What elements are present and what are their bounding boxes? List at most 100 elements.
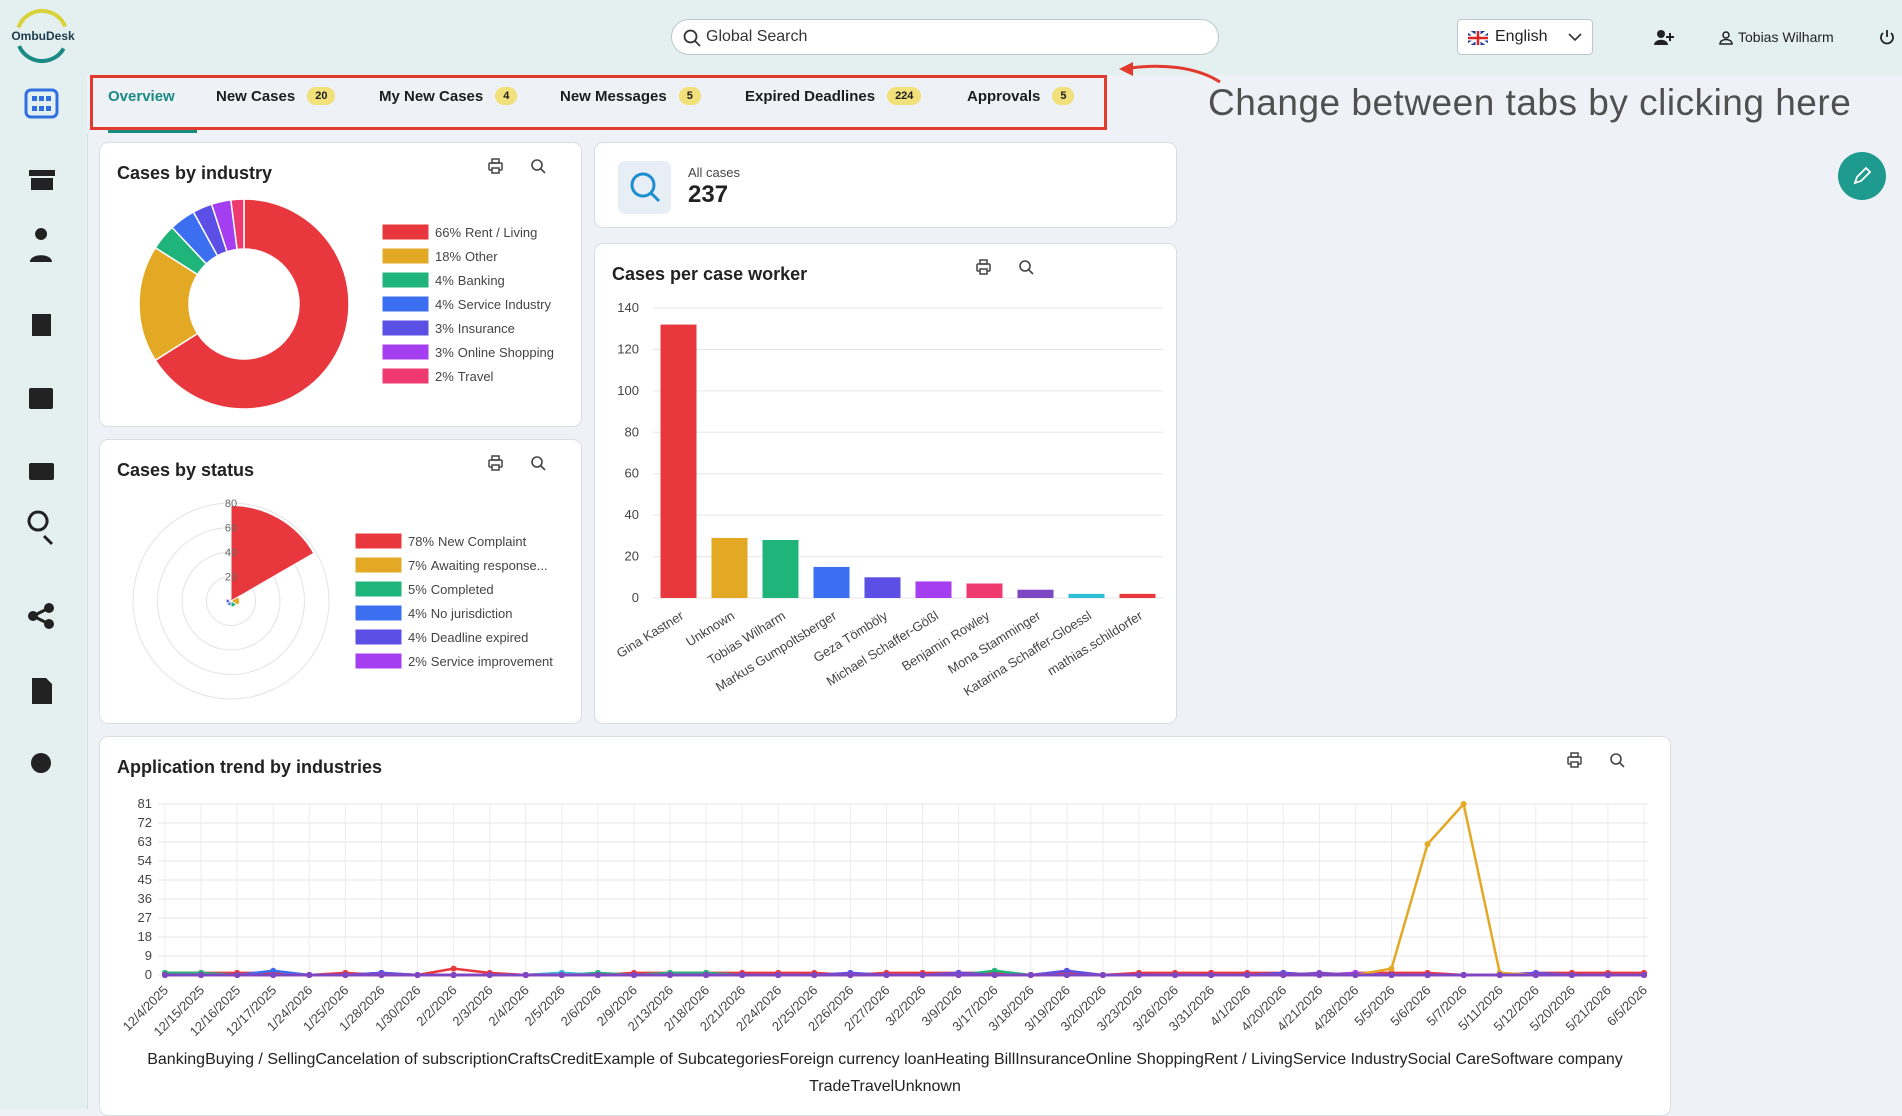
legend-swatch [355,533,402,549]
tab[interactable]: Overview [108,88,197,133]
chevron [1568,33,1582,42]
nav-archive[interactable] [29,170,55,190]
tab[interactable]: Expired Deadlines 224 [745,87,922,128]
line-point [1172,972,1179,978]
bar [1068,593,1105,598]
legend-label: 4% Banking [435,273,505,288]
line-point [1424,972,1431,978]
logo-arc [14,9,69,63]
zoom-button[interactable] [1610,753,1625,768]
legend-swatch [382,344,429,360]
y-tick-label: 0 [632,590,639,605]
add-user-icon[interactable] [1654,29,1674,47]
logo-arc [14,8,69,63]
line-point [1135,972,1142,978]
line-point [667,972,674,978]
legend-category: Completed [431,582,494,597]
user-name[interactable]: Tobias Wilharm [1738,29,1834,45]
global-search[interactable]: Global Search [671,19,1219,55]
line-point [1027,972,1034,978]
logout-icon[interactable] [1879,29,1895,45]
nav-documents[interactable] [32,678,52,704]
language-select[interactable]: English [1457,19,1593,55]
print-icon [979,259,988,265]
line-point [270,972,277,978]
legend-label: 4% Service Industry [435,297,551,312]
tab[interactable]: New Cases 20 [216,87,336,128]
chart: 09182736455463728112/4/202512/15/202512/… [120,752,1650,1039]
legend-swatch [382,224,429,240]
y-tick-label: 20 [625,549,639,564]
doughnut-slice [154,198,350,410]
legend-category: No jurisdiction [431,606,513,621]
bar [1017,589,1054,598]
tab-label: Overview [108,88,175,105]
nav-calendar[interactable] [29,388,53,409]
nav-companies[interactable] [32,314,51,336]
legend-item: Travel [850,1078,894,1096]
legend-label: Foreign currency loan [779,1051,935,1068]
y-tick-label: 140 [617,300,639,315]
nav-people[interactable] [30,228,52,262]
bar [762,540,799,598]
r-tick-label: 80 [225,498,237,510]
tab-label: My New Cases [379,88,484,105]
card-title: Cases per case worker [612,264,808,284]
tab-bar [87,75,1902,133]
line-point [1388,965,1395,972]
legend-item: Software company [1490,1051,1623,1069]
y-tick-label: 81 [138,796,152,811]
zoom-icon [1028,269,1034,275]
bar [966,583,1003,598]
legend-label: 2% Travel [435,369,494,384]
print-button[interactable] [488,455,503,471]
tab[interactable]: New Messages 5 [560,87,701,128]
legend-label: 3% Insurance [435,321,515,336]
legend-label: 5% Completed [408,582,494,597]
x-tick-label: Gina Kastner [614,607,687,660]
line-point [198,972,205,978]
print-button[interactable] [976,259,991,275]
line-point [450,965,457,972]
line-point [1063,972,1070,978]
line-point [1063,967,1070,974]
annotation: Change between tabs by clicking here [1208,82,1852,123]
line-point [1208,972,1215,978]
zoom-button[interactable] [531,159,546,174]
nav-search[interactable] [27,510,54,546]
print-button[interactable] [488,158,503,174]
tab[interactable]: Approvals 5 [967,87,1075,128]
zoom-button[interactable] [1019,260,1034,275]
zoom-icon [531,456,543,468]
legend-label: 66% Rent / Living [435,225,537,240]
tab-badge: 5 [1052,87,1075,105]
line-point [1604,972,1611,978]
print-icon [491,464,500,471]
nav-share[interactable] [28,603,54,629]
nav-icon-dots [32,96,51,111]
legend-value: 2% [435,369,454,384]
edit-button[interactable] [1838,152,1886,200]
legend-label: Heating Bill [934,1051,1016,1068]
bar [813,566,850,598]
legend-swatch [382,368,429,384]
legend-value: 4% [408,630,427,645]
legend-category: Banking [458,273,505,288]
line-point [811,972,818,978]
nav-settings[interactable] [31,753,51,773]
print-button[interactable] [1567,752,1582,768]
legend-swatch [382,320,429,336]
zoom-button[interactable] [531,456,546,471]
legend-label: Banking [147,1051,206,1068]
legend-label: 7% Awaiting response... [408,558,548,573]
highlight-box [90,75,1107,130]
legend-label: Social Care [1407,1051,1491,1068]
tab[interactable]: My New Cases 4 [379,87,518,128]
line-point [486,972,493,978]
legend-value: 4% [435,273,454,288]
legend-item: Crafts [507,1051,550,1069]
nav-dashboard[interactable] [24,88,59,119]
nav-icon [24,88,59,119]
nav-messages[interactable] [29,463,54,480]
